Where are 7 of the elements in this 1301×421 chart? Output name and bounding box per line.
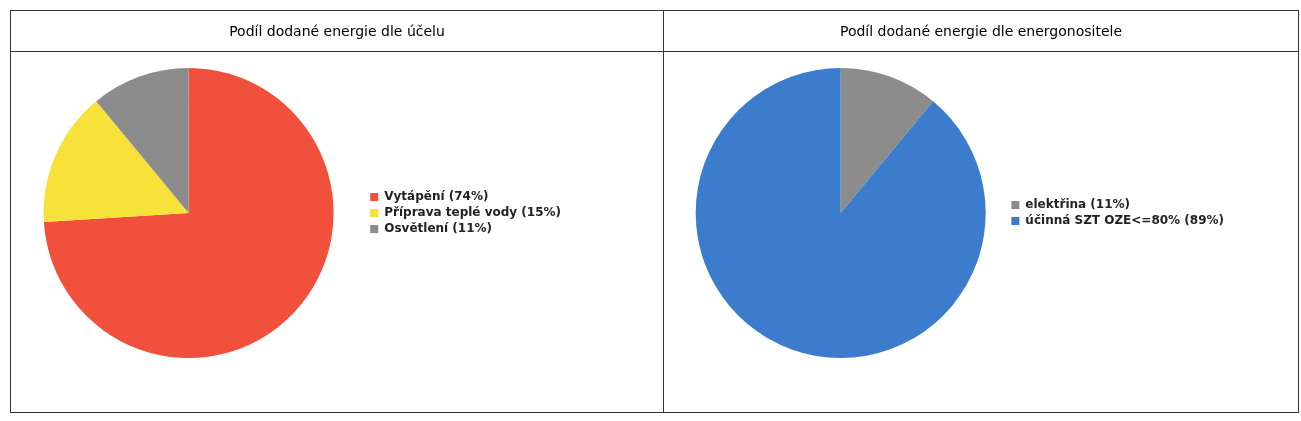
legend-label: Vytápění (74%) xyxy=(384,189,489,204)
chart-title: Podíl dodané energie dle energonositele xyxy=(664,11,1298,52)
chart-title: Podíl dodané energie dle účelu xyxy=(11,11,663,52)
legend-label: Osvětlení (11%) xyxy=(384,221,493,236)
legend-label: elektřina (11%) xyxy=(1025,197,1131,212)
legend-label: účinná SZT OZE<=80% (89%) xyxy=(1025,213,1224,228)
legend-label: Příprava teplé vody (15%) xyxy=(384,205,562,220)
